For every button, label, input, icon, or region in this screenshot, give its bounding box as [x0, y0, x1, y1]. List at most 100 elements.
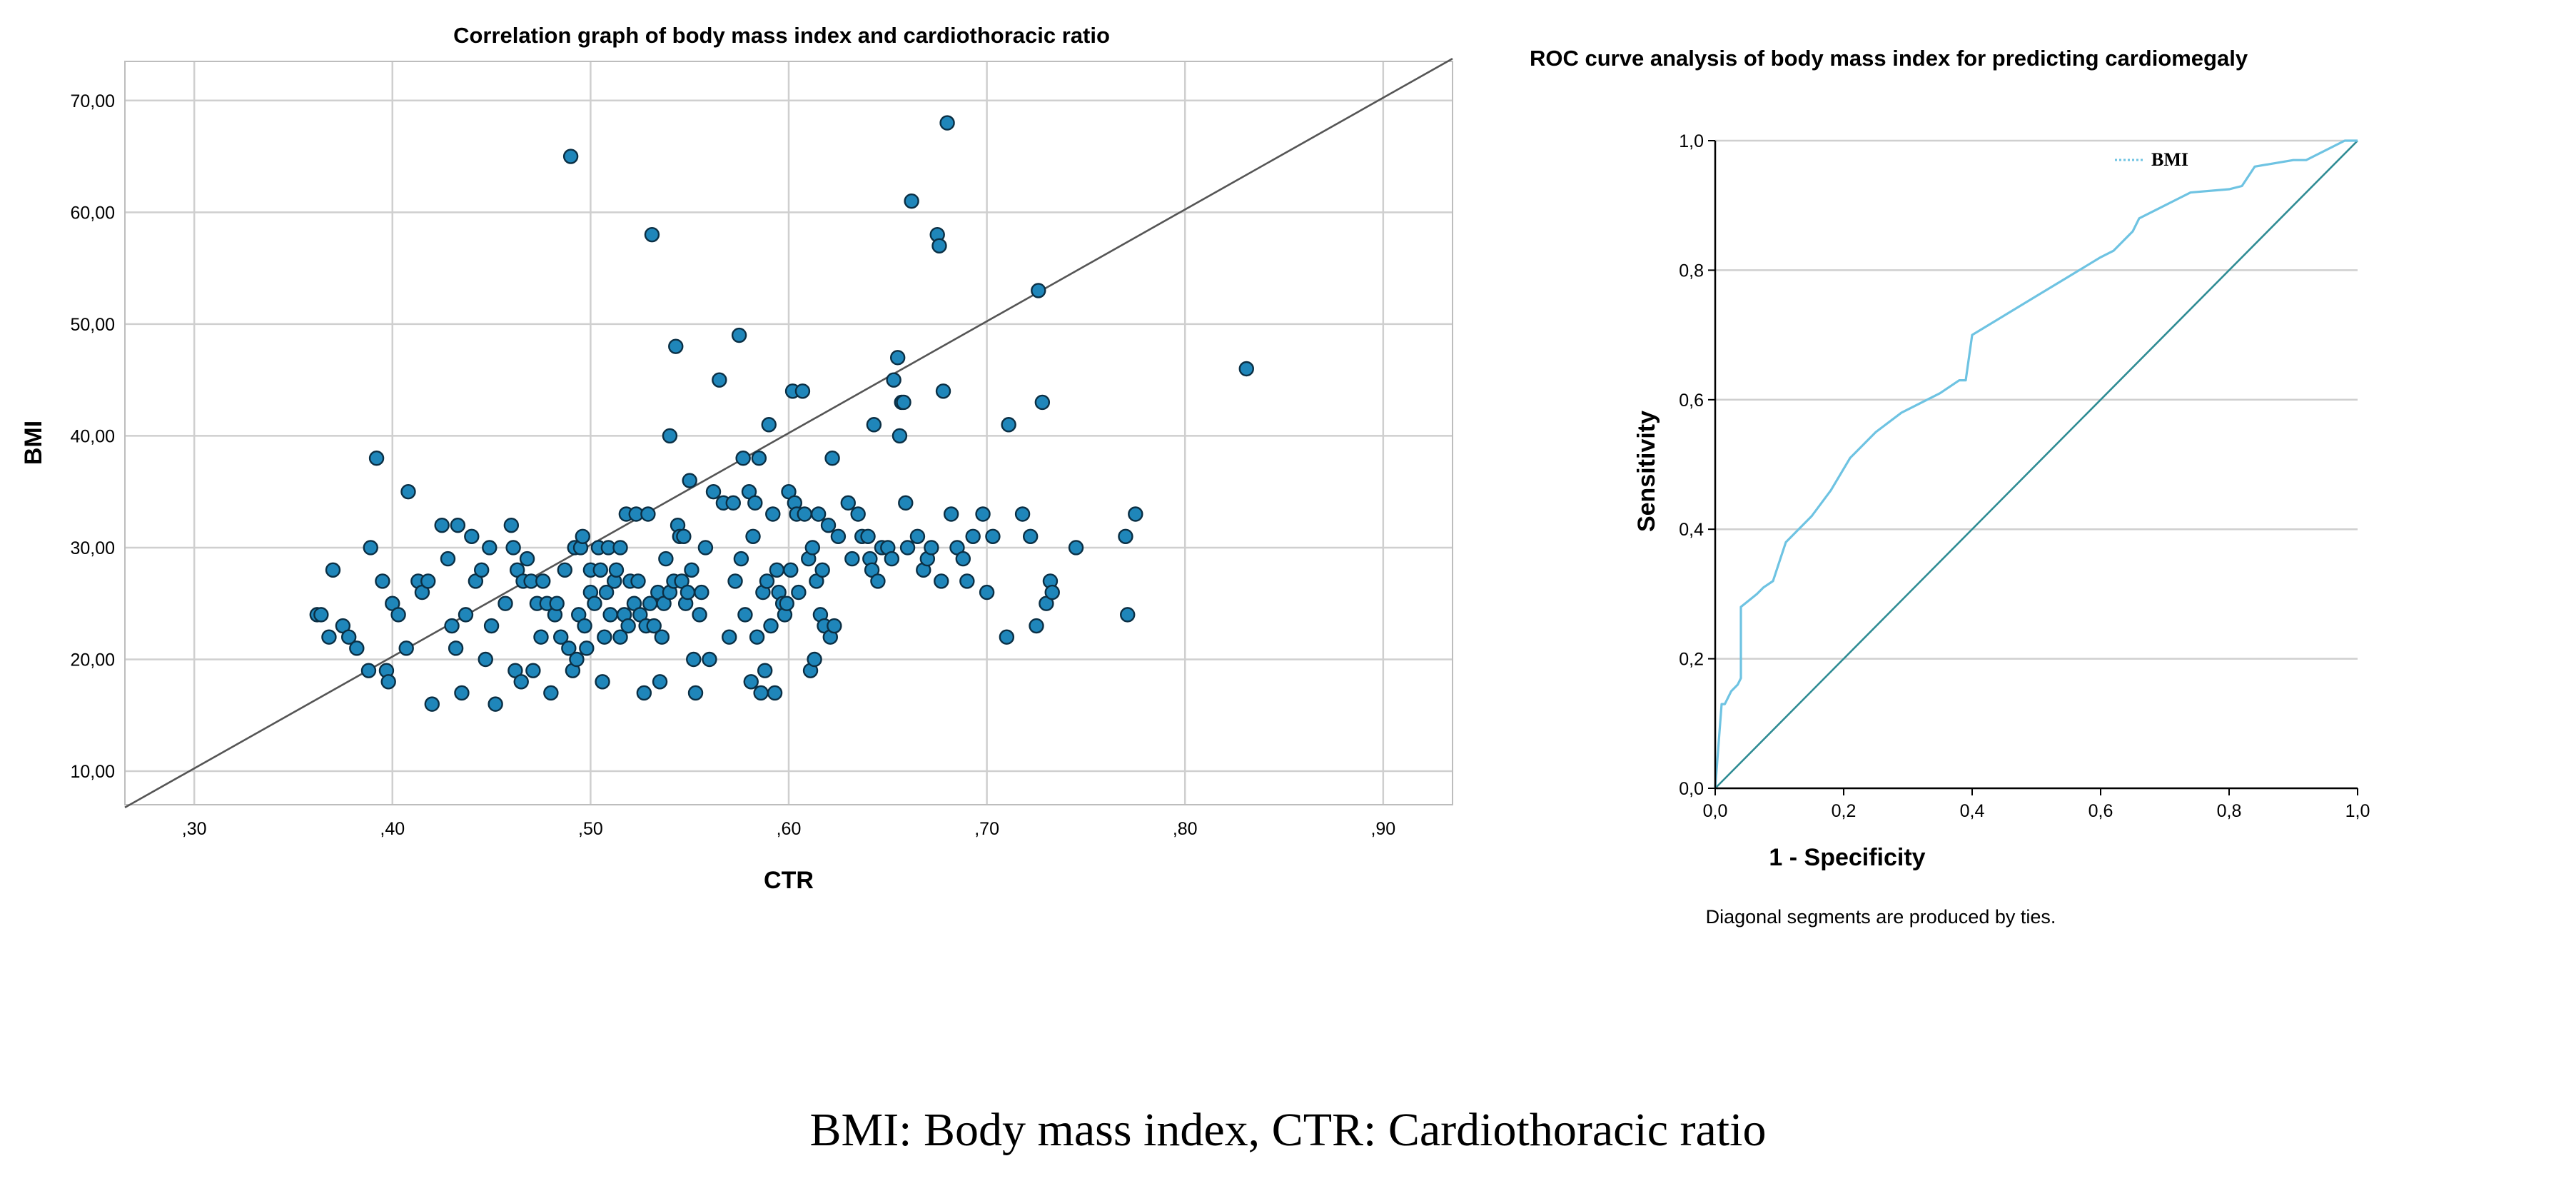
scatter-point	[884, 551, 900, 567]
scatter-point	[955, 551, 971, 567]
scatter-point	[424, 696, 440, 712]
scatter-point	[561, 640, 577, 656]
scatter-point	[360, 663, 377, 678]
scatter-point	[824, 451, 840, 466]
scatter-point	[830, 528, 847, 545]
scatter-point	[965, 528, 981, 545]
figure-caption: BMI: Body mass index, CTR: Cardiothoraci…	[809, 1104, 1767, 1156]
roc-x-tick-label: 0,2	[1832, 801, 1857, 821]
scatter-point	[747, 495, 763, 511]
roc-x-tick-label: 0,6	[2088, 801, 2113, 821]
scatter-point	[975, 506, 991, 522]
scatter-point	[1118, 528, 1133, 545]
scatter-point	[1238, 361, 1254, 377]
scatter-point	[783, 562, 799, 578]
scatter-point	[390, 607, 406, 623]
scatter-point	[592, 562, 608, 578]
scatter-x-axis-label: CTR	[764, 867, 814, 894]
scatter-point	[999, 629, 1015, 645]
scatter-point	[735, 451, 751, 466]
scatter-point	[769, 562, 785, 578]
scatter-point	[313, 607, 329, 623]
scatter-point	[630, 573, 646, 589]
scatter-point	[765, 506, 781, 522]
scatter-point	[646, 618, 662, 634]
scatter-point	[749, 629, 765, 645]
scatter-point	[745, 528, 761, 545]
scatter-point	[694, 584, 709, 600]
scatter-point	[737, 607, 753, 623]
scatter-chart: Correlation graph of body mass index and…	[20, 23, 1453, 894]
scatter-point	[804, 540, 821, 556]
scatter-point	[400, 483, 416, 500]
roc-x-tick-label: 0,0	[1703, 801, 1728, 821]
roc-x-tick-label: 1,0	[2345, 801, 2370, 821]
scatter-point	[751, 451, 767, 466]
scatter-point	[474, 562, 490, 578]
scatter-point	[519, 551, 535, 567]
scatter-point	[341, 629, 357, 645]
scatter-point	[680, 584, 696, 600]
scatter-point	[889, 350, 906, 366]
scatter-point	[725, 495, 741, 511]
scatter-point	[866, 417, 882, 433]
scatter-point	[612, 629, 628, 645]
scatter-point	[840, 495, 856, 511]
scatter-point	[1128, 506, 1143, 522]
scatter-point	[640, 506, 656, 522]
scatter-point	[398, 640, 414, 656]
scatter-point	[794, 383, 811, 399]
scatter-reference-line	[124, 57, 1453, 809]
scatter-point	[759, 573, 775, 589]
scatter-y-tick-label: 50,00	[70, 315, 115, 335]
scatter-point	[482, 540, 497, 556]
scatter-point	[779, 595, 794, 611]
scatter-point	[450, 517, 466, 533]
scatter-point	[791, 584, 807, 600]
scatter-point	[850, 506, 866, 522]
scatter-point	[458, 607, 474, 623]
scatter-point	[483, 618, 500, 634]
scatter-x-tick-label: ,50	[578, 819, 603, 839]
scatter-point	[904, 193, 919, 209]
scatter-point	[597, 629, 612, 645]
roc-y-tick-label: 0,0	[1679, 779, 1704, 799]
scatter-point	[844, 551, 860, 567]
roc-legend: BMI	[2115, 149, 2188, 170]
scatter-x-tick-label: ,40	[380, 819, 405, 839]
scatter-point	[934, 573, 949, 589]
scatter-point	[363, 540, 378, 556]
scatter-point	[668, 338, 684, 354]
scatter-point	[727, 573, 743, 589]
scatter-point	[368, 451, 385, 466]
scatter-point	[652, 674, 668, 690]
scatter-point	[503, 517, 520, 533]
scatter-point	[513, 674, 529, 690]
scatter-point	[562, 149, 579, 164]
scatter-point	[1001, 417, 1016, 433]
scatter-y-tick-label: 30,00	[70, 538, 115, 558]
scatter-point	[579, 640, 595, 656]
scatter-point	[896, 394, 911, 411]
scatter-point	[464, 528, 480, 545]
scatter-point	[497, 595, 513, 611]
scatter-point	[575, 528, 590, 545]
scatter-point	[697, 540, 714, 556]
scatter-y-tick-label: 60,00	[70, 203, 115, 223]
scatter-title: Correlation graph of body mass index and…	[453, 23, 1110, 48]
scatter-point	[935, 383, 951, 399]
scatter-point	[505, 540, 521, 556]
roc-y-tick-label: 0,2	[1679, 650, 1704, 670]
scatter-point	[535, 573, 551, 589]
scatter-point	[731, 327, 747, 343]
scatter-y-tick-label: 70,00	[70, 91, 115, 111]
scatter-point	[434, 517, 450, 533]
scatter-point	[533, 629, 549, 645]
scatter-point	[644, 226, 660, 243]
roc-y-tick-label: 0,8	[1679, 261, 1704, 281]
scatter-point	[684, 562, 699, 578]
scatter-point	[420, 573, 436, 589]
scatter-point	[702, 651, 717, 668]
scatter-x-tick-label: ,60	[777, 819, 802, 839]
roc-x-axis-label: 1 - Specificity	[1769, 844, 1925, 871]
